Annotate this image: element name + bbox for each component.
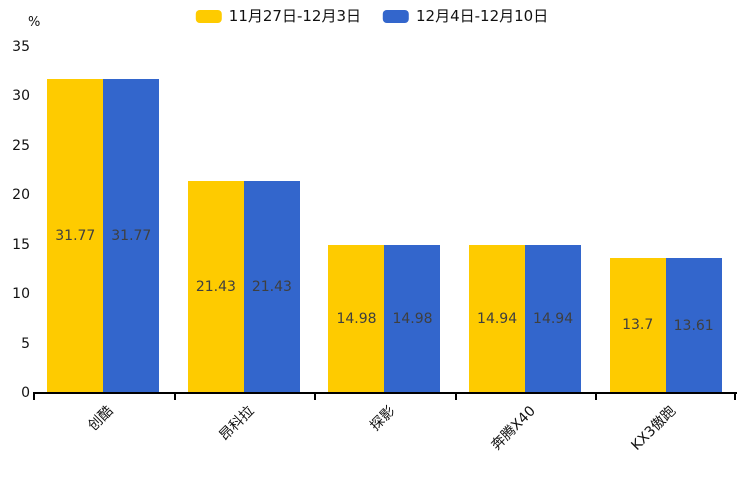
y-tick-label: 25 [12,137,30,154]
plot-area: 31.77 31.77 21.43 21.43 14.98 14.98 14.94 14.94… [33,47,736,393]
bar-value-label: 31.77 [111,227,152,244]
bar-series0-cat1: 21.43 [187,181,244,393]
legend-label: 12月4日-12月10日 [416,7,549,25]
bar-value-label: 13.61 [673,317,714,334]
bar-value-label: 21.43 [195,279,236,296]
x-axis-line [33,392,737,394]
bar-value-label: 14.94 [477,311,518,328]
bar-value-label: 14.98 [392,310,433,327]
y-tick-label: 20 [12,187,30,204]
x-category-label-2: 探影 [366,403,398,435]
bar-value-label: 14.98 [336,310,377,327]
bar-series1-cat4: 13.61 [665,258,722,393]
bar-group-2: 14.98 14.98 [314,47,455,393]
bar-value-label: 21.43 [251,279,292,296]
x-category-label-3: 奔腾X40 [488,403,539,454]
x-category-label-1: 昂科拉 [216,403,258,445]
bar-group-3: 14.94 14.94 [455,47,596,393]
bar-series1-cat0: 31.77 [103,78,160,393]
legend-label: 11月27日-12月3日 [228,7,361,25]
bar-group-4: 13.7 13.61 [595,47,736,393]
x-category-label-0: 创酷 [85,403,117,435]
legend-swatch-icon [383,9,409,23]
x-axis-tick-mark [454,394,457,400]
x-axis-tick-mark [734,394,736,400]
legend-item-0[interactable]: 11月27日-12月3日 [195,7,361,25]
y-tick-label: 35 [12,39,30,55]
bar-value-label: 31.77 [55,227,96,244]
bar-value-label: 13.7 [622,317,654,334]
legend-swatch-icon [195,9,222,23]
y-tick-label: 0 [21,385,30,401]
x-axis-tick-mark [173,394,176,400]
x-category-label-4: KX3傲跑 [628,403,680,454]
y-tick-label: 5 [21,335,30,352]
y-axis-unit-label: % [28,15,41,30]
x-axis-tick-mark [314,394,317,400]
bar-group-1: 21.43 21.43 [174,47,315,393]
bar-value-label: 14.94 [533,311,574,328]
bar-series0-cat2: 14.98 [328,244,385,393]
legend: 11月27日-12月3日 12月4日-12月10日 [195,7,548,25]
bar-series1-cat1: 21.43 [243,181,300,393]
bar-series1-cat3: 14.94 [525,245,582,393]
x-axis-tick-mark [595,394,598,400]
bar-series0-cat4: 13.7 [609,257,666,393]
bar-group-0: 31.77 31.77 [33,47,174,393]
y-tick-label: 15 [12,236,30,253]
y-tick-label: 10 [12,286,30,303]
bar-series0-cat0: 31.77 [47,78,104,393]
y-tick-label: 30 [12,88,30,105]
legend-item-1[interactable]: 12月4日-12月10日 [383,7,548,25]
bar-series0-cat3: 14.94 [469,245,526,393]
x-axis-tick-mark [33,394,35,400]
bar-series1-cat2: 14.98 [384,244,441,393]
